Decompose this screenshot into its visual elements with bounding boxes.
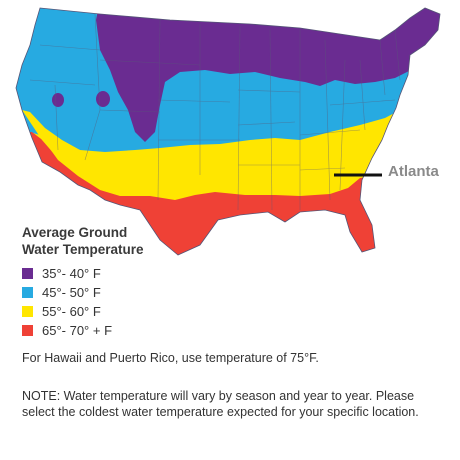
legend-item-35-40: 35°- 40° F [22,264,182,283]
legend-label-45-50: 45°- 50° F [42,285,101,300]
legend-swatch-yellow [22,306,33,317]
legend-label-55-60: 55°- 60° F [42,304,101,319]
legend-item-65-70: 65°- 70° + F [22,321,182,340]
legend-items: 35°- 40° F 45°- 50° F 55°- 60° F 65°- 70… [22,264,182,340]
us-outline [15,7,441,256]
legend-title-line2: Water Temperature [22,242,144,257]
legend-label-35-40: 35°- 40° F [42,266,101,281]
legend-title-line1: Average Ground [22,225,128,240]
water-temperature-note: NOTE: Water temperature will vary by sea… [22,389,419,419]
legend-item-45-50: 45°- 50° F [22,283,182,302]
region-35-40-west-b [96,91,110,107]
legend-swatch-purple [22,268,33,279]
legend-item-55-60: 55°- 60° F [22,302,182,321]
hawaii-note: For Hawaii and Puerto Rico, use temperat… [22,351,319,365]
legend: Average Ground Water Temperature 35°- 40… [22,224,182,340]
legend-swatch-blue [22,287,33,298]
atlanta-label: Atlanta [388,163,439,180]
state-borders [29,13,401,211]
us-groundwater-temperature-map [15,7,441,256]
legend-title: Average Ground Water Temperature [22,224,182,258]
legend-label-65-70: 65°- 70° + F [42,323,113,338]
region-55-60-west-coast [22,110,175,196]
region-35-40-west-a [52,93,64,107]
legend-swatch-red [22,325,33,336]
